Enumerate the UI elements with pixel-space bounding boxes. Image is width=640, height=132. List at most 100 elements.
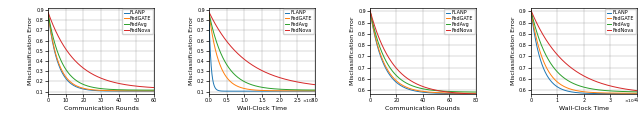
FedGATE xyxy=(216,63,223,65)
Line: FedGATE: FedGATE xyxy=(48,13,154,91)
FedAvg xyxy=(290,89,298,91)
FedGATE xyxy=(527,9,535,11)
FedNova xyxy=(129,85,136,86)
FedGATE xyxy=(633,92,640,94)
Legend: FLANP, FedGATE, FedAvg, FedNova: FLANP, FedGATE, FedAvg, FedNova xyxy=(283,9,314,34)
FedAvg xyxy=(366,9,374,11)
X-axis label: Communication Rounds: Communication Rounds xyxy=(385,106,460,111)
FedAvg xyxy=(451,91,458,92)
Y-axis label: Misclassification Error: Misclassification Error xyxy=(511,17,516,85)
FedGATE xyxy=(311,90,319,92)
FLANP xyxy=(290,90,298,92)
FedNova xyxy=(610,86,618,88)
Line: FedAvg: FedAvg xyxy=(48,13,154,90)
FedGATE xyxy=(538,56,545,57)
FLANP xyxy=(278,90,285,92)
FedNova xyxy=(216,31,223,32)
FedAvg xyxy=(409,85,417,87)
FLANP xyxy=(311,90,319,92)
FedGATE xyxy=(377,54,385,56)
FLANP xyxy=(439,93,447,94)
FedAvg xyxy=(612,90,620,92)
FedAvg xyxy=(117,89,125,91)
FLANP xyxy=(377,56,385,58)
FedAvg xyxy=(44,12,52,14)
FedNova xyxy=(290,80,298,82)
Text: $\times 10^4$: $\times 10^4$ xyxy=(302,97,315,106)
FedNova xyxy=(449,92,456,93)
FedNova xyxy=(439,91,447,92)
FedAvg xyxy=(439,90,447,92)
Line: FedNova: FedNova xyxy=(531,10,637,91)
FLANP xyxy=(248,90,255,92)
Y-axis label: Misclassification Error: Misclassification Error xyxy=(28,17,33,85)
FLANP xyxy=(282,90,290,92)
FedGATE xyxy=(87,89,95,90)
FedGATE xyxy=(248,89,255,91)
Legend: FLANP, FedGATE, FedAvg, FedNova: FLANP, FedGATE, FedAvg, FedNova xyxy=(122,9,153,34)
FLANP xyxy=(600,93,607,94)
FedGATE xyxy=(129,90,136,92)
FLANP xyxy=(451,93,458,94)
FedGATE xyxy=(252,89,259,91)
X-axis label: Communication Rounds: Communication Rounds xyxy=(63,106,138,111)
FedNova xyxy=(87,72,95,74)
FedNova xyxy=(612,86,620,88)
FedGATE xyxy=(472,92,479,94)
FedNova xyxy=(451,92,458,94)
FedNova xyxy=(409,81,417,83)
FedGATE xyxy=(278,90,285,92)
FedAvg xyxy=(600,90,607,91)
FedNova xyxy=(413,83,420,85)
Line: FedNova: FedNova xyxy=(370,10,476,94)
Line: FLANP: FLANP xyxy=(531,10,637,94)
Line: FedNova: FedNova xyxy=(48,12,154,88)
FedGATE xyxy=(288,90,296,92)
FedNova xyxy=(366,9,374,11)
FedGATE xyxy=(449,92,456,94)
FedGATE xyxy=(610,92,618,94)
FedAvg xyxy=(55,55,63,56)
FedAvg xyxy=(248,84,255,86)
Line: FedAvg: FedAvg xyxy=(209,13,315,90)
FedNova xyxy=(248,64,255,66)
Line: FedGATE: FedGATE xyxy=(531,10,637,93)
FedNova xyxy=(55,37,63,38)
FedGATE xyxy=(451,92,458,94)
FedNova xyxy=(288,80,296,82)
FedNova xyxy=(127,85,134,86)
FedAvg xyxy=(288,89,296,91)
FLANP xyxy=(117,90,125,92)
FedAvg xyxy=(633,91,640,93)
Line: FedGATE: FedGATE xyxy=(209,13,315,91)
FedAvg xyxy=(377,49,385,50)
FedNova xyxy=(311,84,319,85)
FedAvg xyxy=(127,89,134,91)
Line: FedGATE: FedGATE xyxy=(370,10,476,93)
FLANP xyxy=(252,90,259,92)
FedAvg xyxy=(570,83,577,84)
FLANP xyxy=(205,12,213,14)
FedGATE xyxy=(55,63,63,64)
Line: FLANP: FLANP xyxy=(209,13,315,91)
FLANP xyxy=(449,93,456,94)
FLANP xyxy=(44,12,52,14)
FedNova xyxy=(573,71,581,73)
FedAvg xyxy=(129,89,136,91)
FLANP xyxy=(127,90,134,92)
FedGATE xyxy=(573,90,581,92)
FLANP xyxy=(612,93,620,95)
FedNova xyxy=(252,66,259,68)
FedAvg xyxy=(252,85,259,87)
FedAvg xyxy=(610,90,618,92)
FLANP xyxy=(538,63,545,64)
Line: FedAvg: FedAvg xyxy=(370,10,476,92)
FedGATE xyxy=(117,90,125,92)
FedAvg xyxy=(150,89,157,91)
FLANP xyxy=(55,64,63,66)
FedGATE xyxy=(44,12,52,14)
FedAvg xyxy=(538,45,545,47)
Line: FedNova: FedNova xyxy=(209,12,315,85)
FLANP xyxy=(366,9,374,11)
Line: FLANP: FLANP xyxy=(370,10,476,94)
